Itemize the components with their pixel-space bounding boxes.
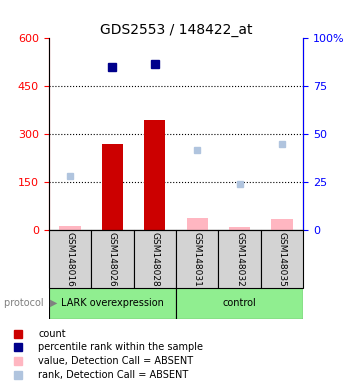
- Bar: [261, 230, 303, 288]
- Bar: [144, 120, 165, 230]
- Bar: [91, 230, 134, 288]
- Text: count: count: [38, 329, 66, 339]
- Text: GSM148032: GSM148032: [235, 232, 244, 286]
- Text: GSM148016: GSM148016: [65, 232, 74, 286]
- Text: protocol  ▶: protocol ▶: [4, 298, 57, 308]
- Text: GSM148026: GSM148026: [108, 232, 117, 286]
- Text: GSM148035: GSM148035: [278, 232, 287, 286]
- Text: GSM148028: GSM148028: [150, 232, 159, 286]
- Text: control: control: [223, 298, 256, 308]
- Bar: [134, 230, 176, 288]
- Text: percentile rank within the sample: percentile rank within the sample: [38, 342, 203, 352]
- Text: rank, Detection Call = ABSENT: rank, Detection Call = ABSENT: [38, 370, 189, 380]
- Title: GDS2553 / 148422_at: GDS2553 / 148422_at: [100, 23, 252, 37]
- Bar: [176, 230, 218, 288]
- Text: LARK overexpression: LARK overexpression: [61, 298, 164, 308]
- Bar: [187, 218, 208, 230]
- Text: value, Detection Call = ABSENT: value, Detection Call = ABSENT: [38, 356, 193, 366]
- Bar: [218, 230, 261, 288]
- Bar: [49, 288, 176, 319]
- Bar: [229, 227, 250, 230]
- Bar: [59, 225, 81, 230]
- Bar: [49, 230, 91, 288]
- Text: GSM148031: GSM148031: [193, 232, 202, 286]
- Bar: [102, 144, 123, 230]
- Bar: [271, 219, 293, 230]
- Bar: [176, 288, 303, 319]
